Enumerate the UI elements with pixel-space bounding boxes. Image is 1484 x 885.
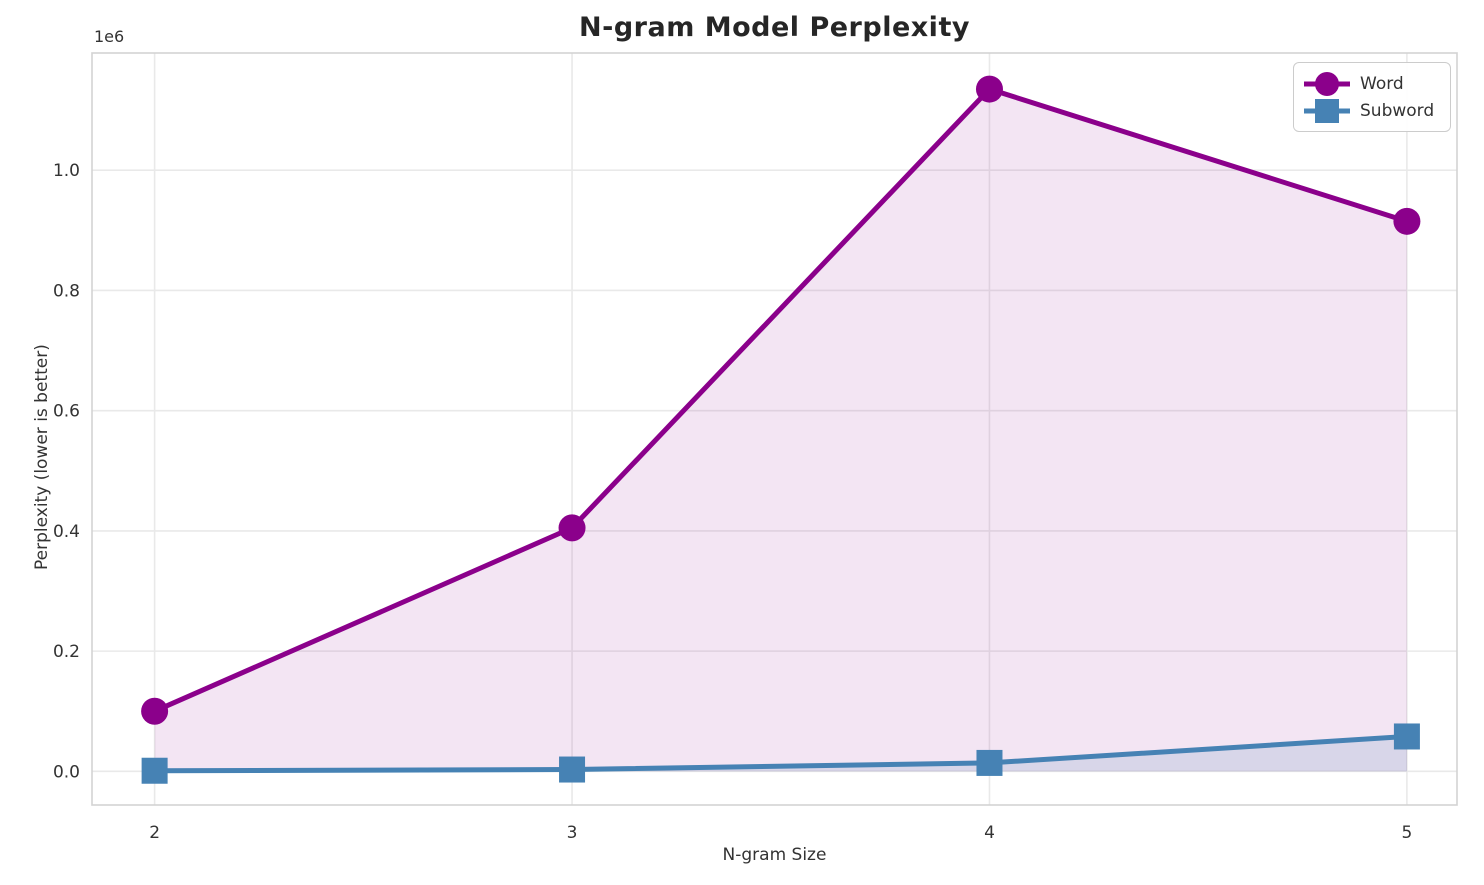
legend-label: Word: [1360, 73, 1404, 94]
y-axis-offset-label: 1e6: [94, 27, 125, 46]
word-data-point: [1393, 207, 1421, 235]
y-tick-label: 0.0: [53, 762, 80, 782]
y-tick-label: 0.6: [53, 402, 80, 422]
subword-fill-area: [154, 736, 1407, 772]
x-tick-label: 3: [567, 823, 578, 843]
subword-line: [152, 733, 1410, 774]
subword-data-point: [141, 757, 168, 784]
subword-data-point: [1393, 723, 1420, 750]
x-axis-label: N-gram Size: [722, 845, 827, 865]
subword-legend-marker-icon: [1304, 98, 1350, 123]
word-data-point: [141, 697, 169, 725]
y-axis-label: Perplexity (lower is better): [32, 344, 52, 570]
x-tick-label: 2: [149, 823, 160, 843]
chart-title: N-gram Model Perplexity: [579, 12, 970, 43]
axes-spines: [91, 52, 1458, 806]
word-legend-marker-icon: [1304, 71, 1350, 96]
plot-background: [92, 53, 1457, 805]
y-tick-label: 0.4: [53, 522, 80, 542]
word-data-point: [558, 514, 586, 542]
x-tick-label: 5: [1401, 823, 1412, 843]
y-tick-label: 0.2: [53, 642, 80, 662]
y-tick-label: 0.8: [53, 281, 80, 301]
legend-label: Subword: [1360, 100, 1435, 121]
word-data-point: [975, 75, 1003, 103]
legend: Word Subword: [1293, 62, 1451, 132]
x-tick-label: 4: [984, 823, 995, 843]
word-line: [152, 86, 1410, 714]
subword-data-point: [559, 756, 586, 783]
legend-entry-subword: Subword: [1304, 97, 1440, 124]
subword-data-point: [976, 749, 1003, 776]
y-tick-label: 1.0: [53, 161, 80, 181]
legend-entry-word: Word: [1304, 70, 1440, 97]
word-fill-area: [154, 89, 1407, 772]
